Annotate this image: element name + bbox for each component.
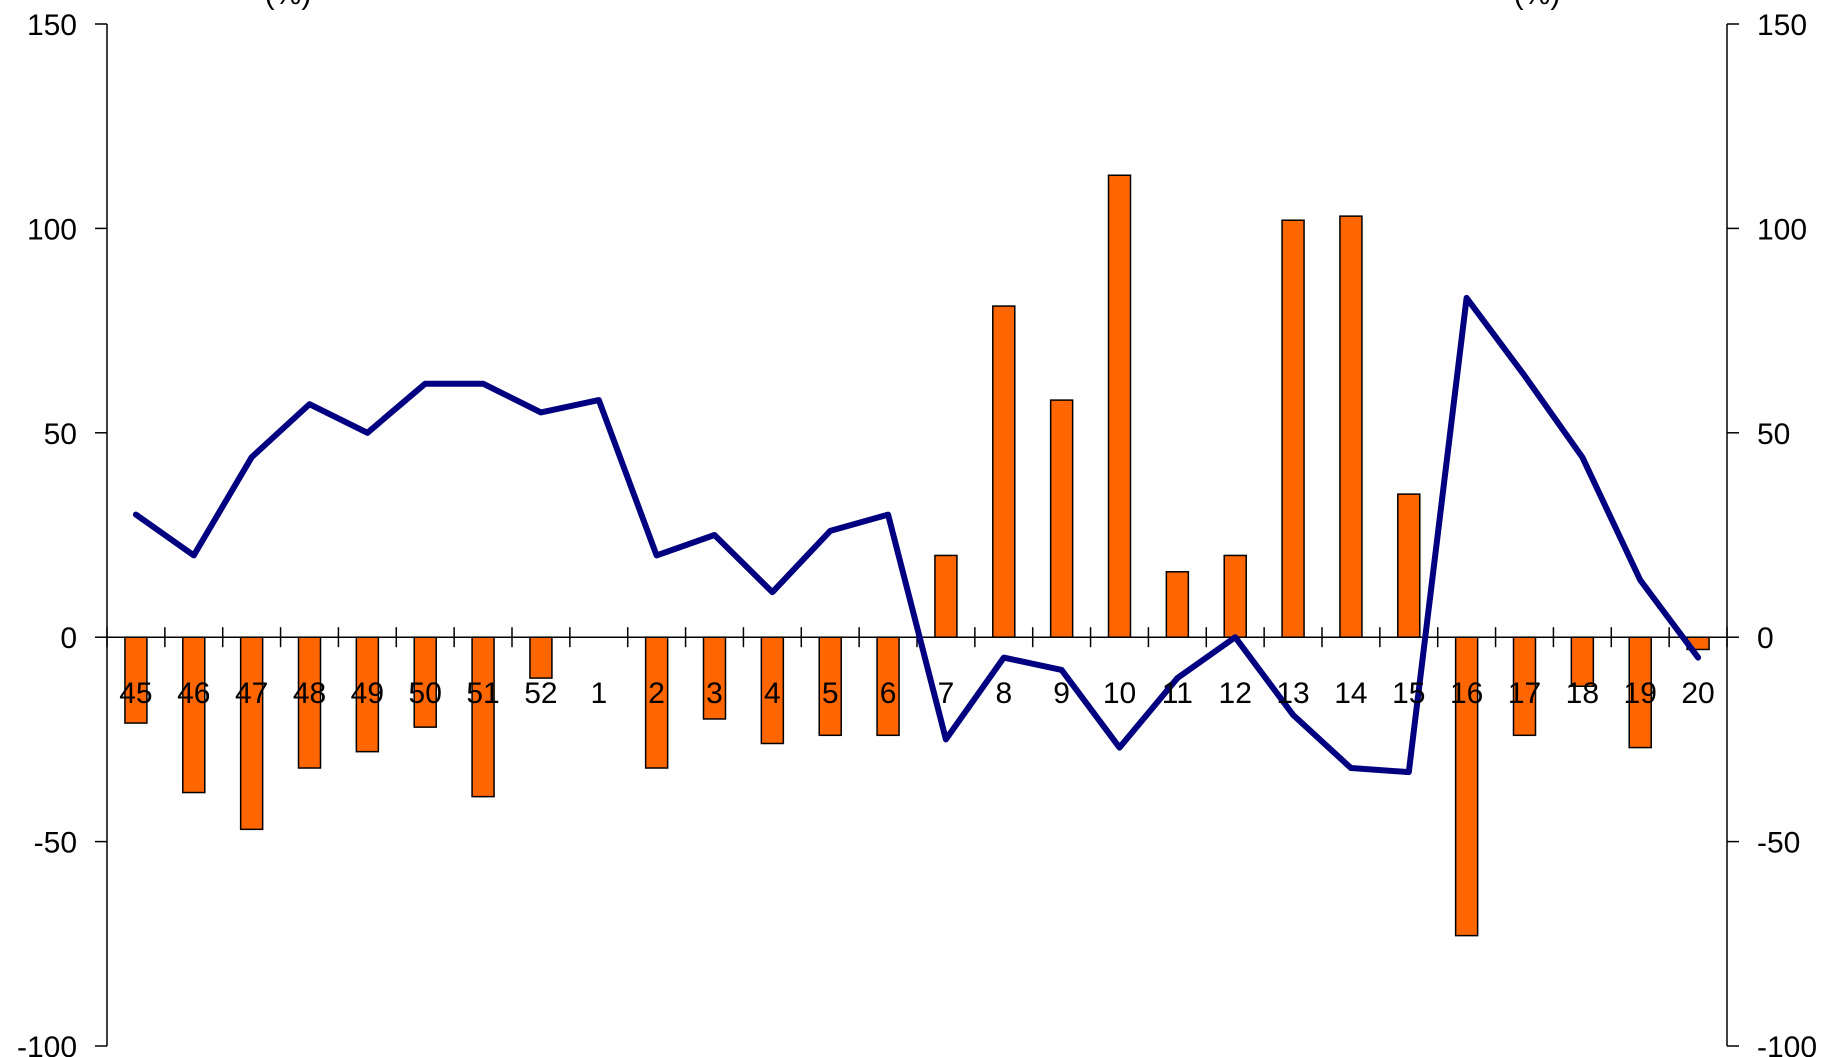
x-tick-label: 10 xyxy=(1103,677,1136,710)
bar-52 xyxy=(529,636,553,679)
bar-13 xyxy=(1281,219,1305,638)
bar-17 xyxy=(1512,636,1537,737)
bar-50 xyxy=(413,636,437,728)
x-tick-labels: 45 46 47 48 49 50 51 52 1 2 3 4 5 6 7 8 9 10 11 12 13 14 15 16 1… xyxy=(119,677,1715,710)
x-tick-label: 7 xyxy=(938,677,955,710)
bar-18 xyxy=(1570,636,1595,688)
bar-15 xyxy=(1397,493,1421,638)
x-tick-label: 1 xyxy=(590,677,607,710)
bar-3 xyxy=(702,636,727,720)
right-tick-label: 150 xyxy=(1757,9,1807,42)
bar-19 xyxy=(1628,636,1652,749)
bar-16 xyxy=(1454,636,1479,937)
x-tick-label: 48 xyxy=(293,677,326,710)
bar-series xyxy=(124,174,1710,937)
x-tick-label: 2 xyxy=(648,677,665,710)
x-ticks xyxy=(106,627,1728,648)
bar-47 xyxy=(239,636,264,831)
x-tick-label: 8 xyxy=(995,677,1012,710)
x-tick-label: 19 xyxy=(1624,677,1657,710)
x-tick-label: 51 xyxy=(466,677,499,710)
x-tick-label: 15 xyxy=(1392,677,1425,710)
right-y-ticks: 150 100 50 0 -50 -100 xyxy=(1727,9,1817,1057)
x-tick-label: 11 xyxy=(1162,677,1193,710)
right-tick-label: 100 xyxy=(1757,213,1807,246)
x-tick-label: 4 xyxy=(764,677,781,710)
left-tick-label: -50 xyxy=(34,827,77,860)
x-tick-label: 17 xyxy=(1508,677,1541,710)
x-tick-label: 18 xyxy=(1566,677,1599,710)
left-tick-label: 100 xyxy=(27,213,77,246)
x-tick-label: 6 xyxy=(880,677,897,710)
x-tick-label: 52 xyxy=(524,677,557,710)
left-tick-label: 150 xyxy=(27,9,77,42)
x-tick-label: 5 xyxy=(822,677,839,710)
x-tick-label: 45 xyxy=(119,677,152,710)
line-series xyxy=(132,294,1702,776)
bar-2 xyxy=(644,636,669,769)
left-axis-unit-label: (%) xyxy=(265,0,312,11)
bar-51 xyxy=(471,636,495,798)
bar-4 xyxy=(760,636,785,745)
x-tick-label: 16 xyxy=(1450,677,1483,710)
left-y-ticks: 150 100 50 0 -50 -100 xyxy=(17,9,107,1057)
left-tick-label: 50 xyxy=(44,418,77,451)
x-tick-label: 12 xyxy=(1219,677,1252,710)
bar-9 xyxy=(1049,399,1074,638)
x-tick-label: 47 xyxy=(235,677,268,710)
bar-49 xyxy=(355,636,380,753)
bar-12 xyxy=(1223,554,1247,638)
x-tick-label: 3 xyxy=(706,677,723,710)
right-axis-unit-label: (%) xyxy=(1514,0,1561,11)
x-tick-label: 13 xyxy=(1276,677,1309,710)
bar-48 xyxy=(297,636,322,769)
bar-45 xyxy=(124,636,148,724)
bar-6 xyxy=(876,636,900,737)
right-tick-label: -50 xyxy=(1757,827,1800,860)
bar-7 xyxy=(934,554,958,638)
bar-14 xyxy=(1339,215,1363,638)
x-tick-label: 49 xyxy=(351,677,384,710)
left-tick-label: -100 xyxy=(17,1031,77,1057)
bar-8 xyxy=(992,305,1016,638)
bar-10 xyxy=(1107,174,1132,638)
x-tick-label: 20 xyxy=(1681,677,1714,710)
bar-5 xyxy=(818,636,842,737)
x-tick-label: 14 xyxy=(1334,677,1367,710)
bar-11 xyxy=(1165,571,1190,638)
x-tick-label: 50 xyxy=(409,677,442,710)
right-tick-label: 50 xyxy=(1757,418,1790,451)
bar-46 xyxy=(182,636,206,794)
x-tick-label: 9 xyxy=(1053,677,1070,710)
x-tick-label: 46 xyxy=(177,677,210,710)
left-tick-label: 0 xyxy=(60,622,77,655)
right-tick-label: 0 xyxy=(1757,622,1774,655)
right-tick-label: -100 xyxy=(1757,1031,1817,1057)
